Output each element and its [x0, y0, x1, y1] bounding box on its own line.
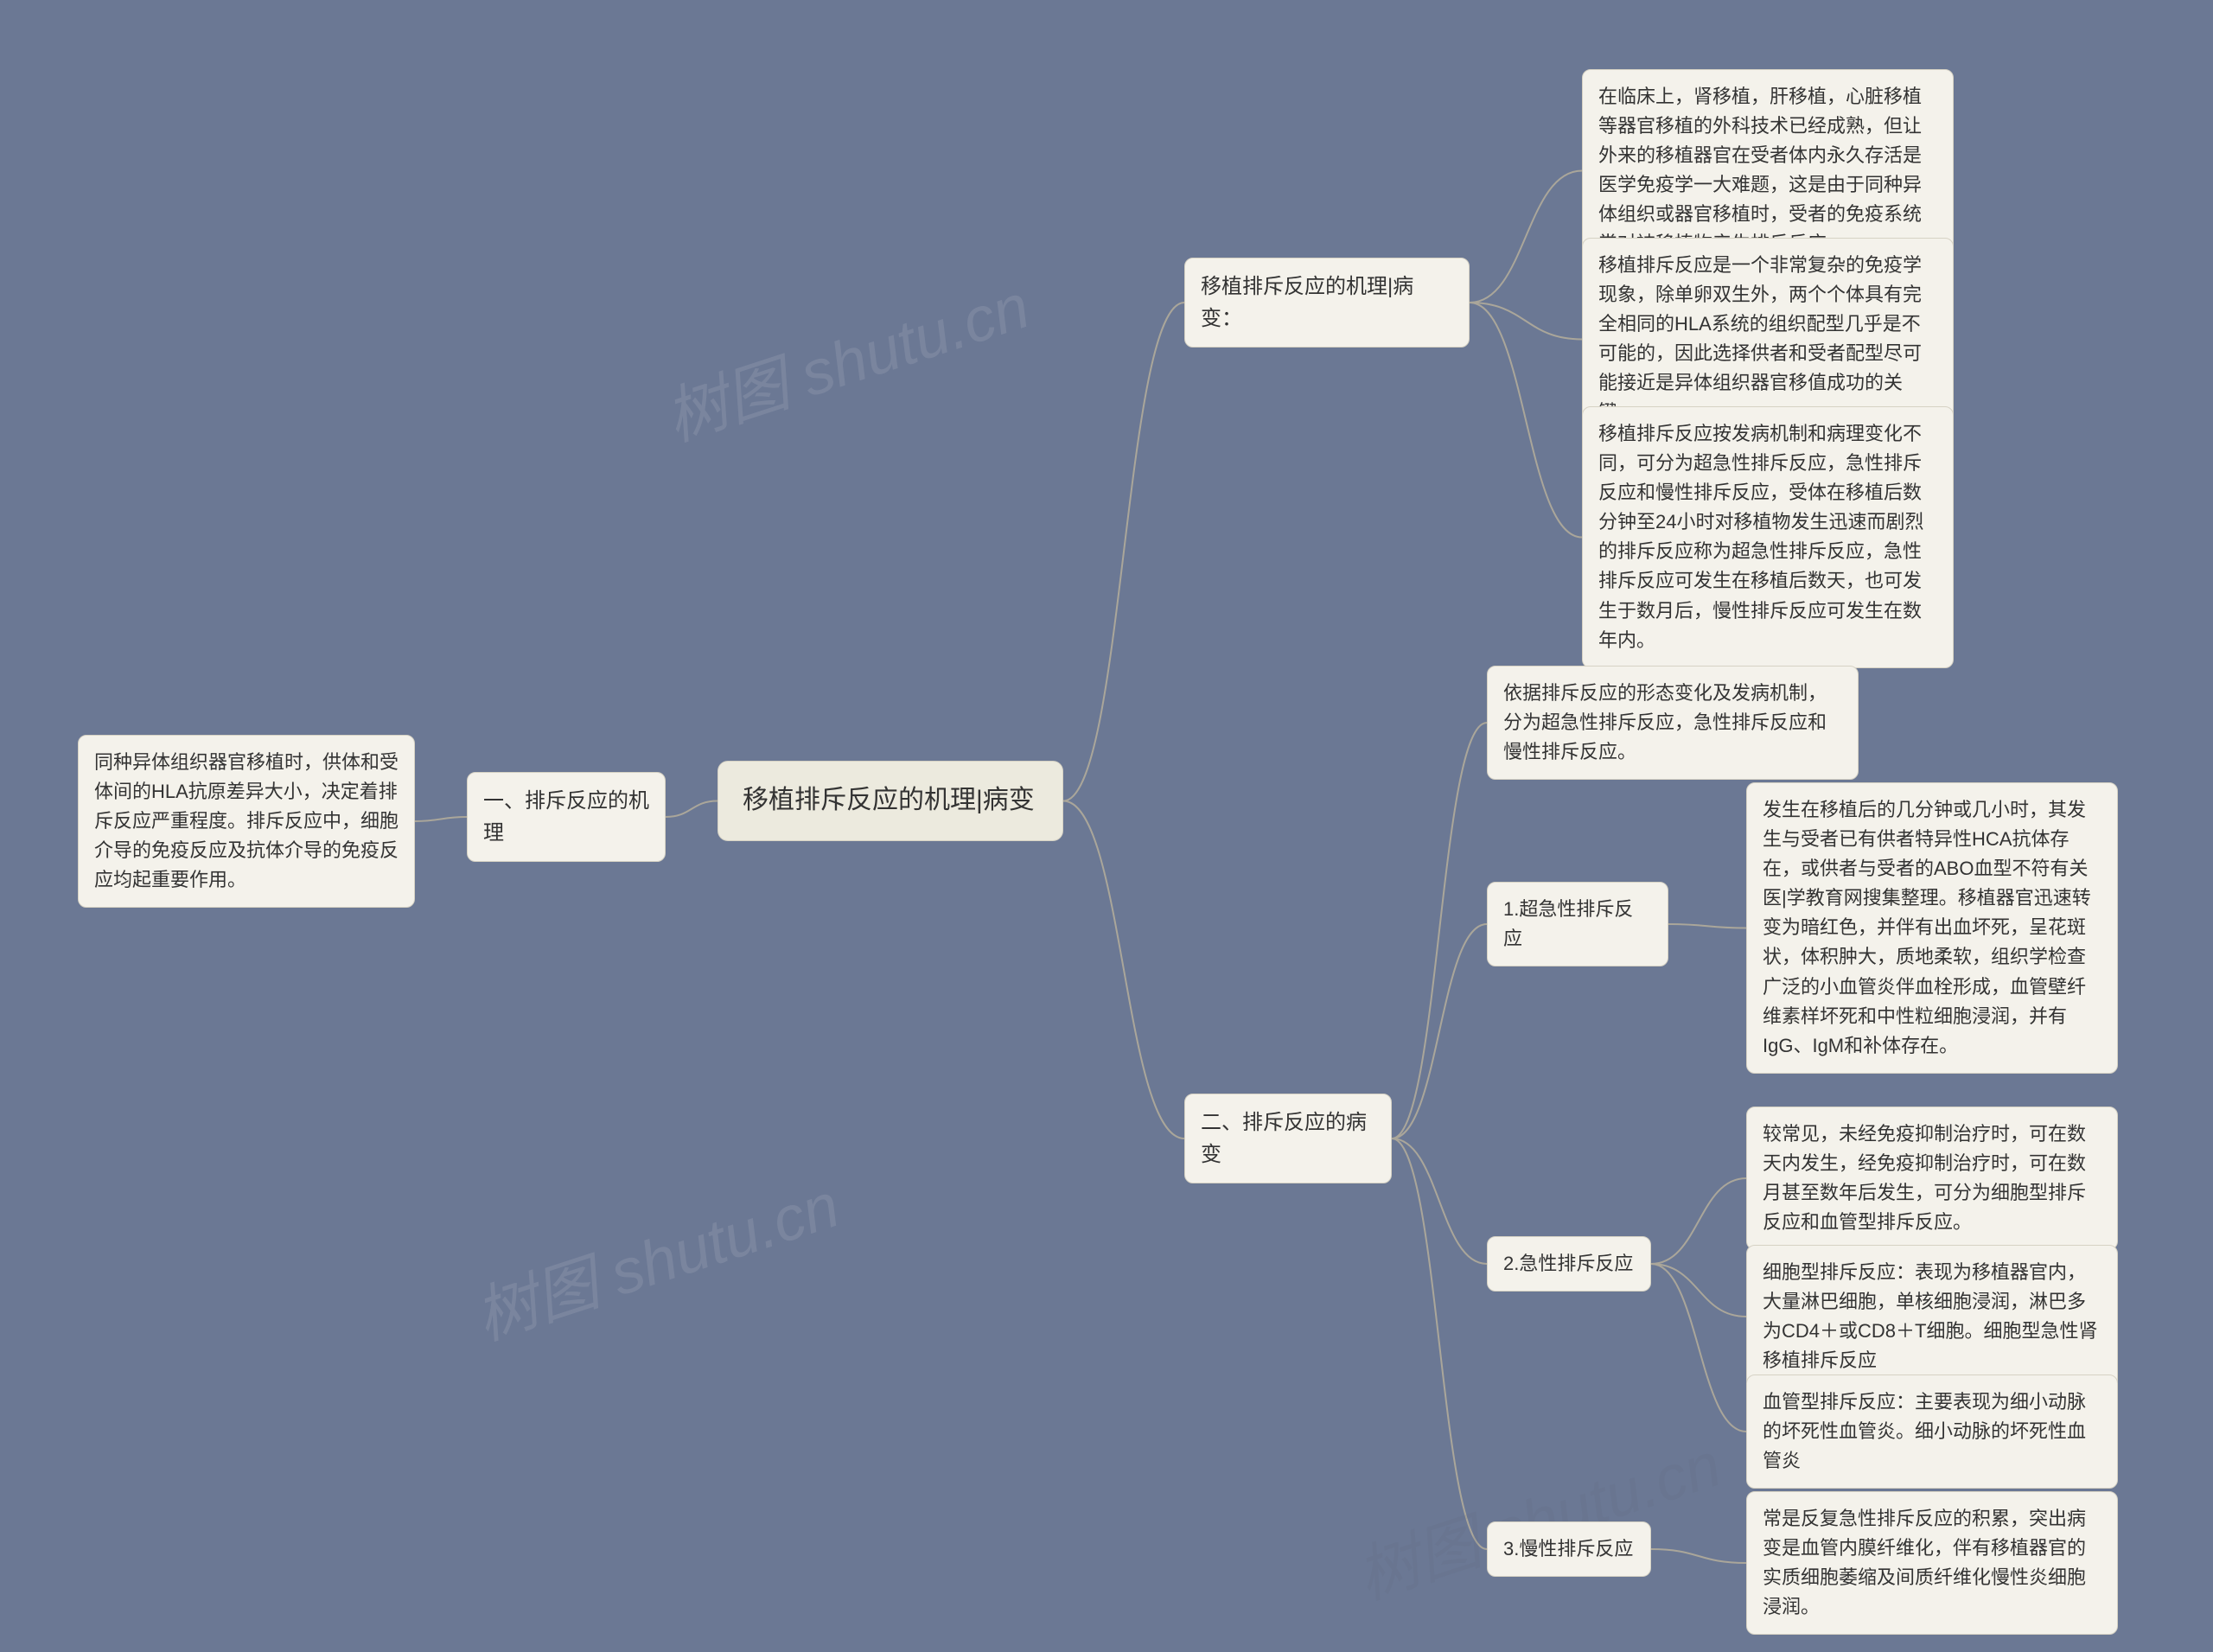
node-chronic[interactable]: 3.慢性排斥反应	[1487, 1521, 1651, 1577]
leaf-classification[interactable]: 移植排斥反应按发病机制和病理变化不同，可分为超急性排斥反应，急性排斥反应和慢性排…	[1582, 406, 1954, 668]
leaf-chronic-desc[interactable]: 常是反复急性排斥反应的积累，突出病变是血管内膜纤维化，伴有移植器官的实质细胞萎缩…	[1746, 1491, 2118, 1635]
leaf-hyperacute-desc[interactable]: 发生在移植后的几分钟或几小时，其发生与受者已有供者特异性HCA抗体存在，或供者与…	[1746, 782, 2118, 1074]
watermark: 树图 shutu.cn	[462, 1154, 848, 1357]
node-acute[interactable]: 2.急性排斥反应	[1487, 1236, 1651, 1292]
node-hyperacute[interactable]: 1.超急性排斥反应	[1487, 882, 1668, 966]
root-node[interactable]: 移植排斥反应的机理|病变	[717, 761, 1063, 841]
leaf-mechanism-desc[interactable]: 同种异体组织器官移植时，供体和受体间的HLA抗原差异大小，决定着排斥反应严重程度…	[78, 735, 415, 908]
watermark: 树图 shutu.cn	[1343, 1413, 1730, 1617]
branch-mechanism[interactable]: 一、排斥反应的机理	[467, 772, 666, 862]
leaf-acute-desc1[interactable]: 较常见，未经免疫抑制治疗时，可在数天内发生，经免疫抑制治疗时，可在数月甚至数年后…	[1746, 1107, 2118, 1250]
leaf-acute-desc2[interactable]: 细胞型排斥反应：表现为移植器官内，大量淋巴细胞，单核细胞浸润，淋巴多为CD4＋或…	[1746, 1245, 2118, 1388]
leaf-acute-desc3[interactable]: 血管型排斥反应：主要表现为细小动脉的坏死性血管炎。细小动脉的坏死性血管炎	[1746, 1375, 2118, 1489]
watermark: 树图 shutu.cn	[652, 255, 1038, 458]
leaf-lesion-intro[interactable]: 依据排斥反应的形态变化及发病机制，分为超急性排斥反应，急性排斥反应和慢性排斥反应…	[1487, 666, 1859, 780]
branch-lesions[interactable]: 二、排斥反应的病变	[1184, 1094, 1392, 1183]
branch-pathology-intro[interactable]: 移植排斥反应的机理|病变：	[1184, 258, 1470, 348]
